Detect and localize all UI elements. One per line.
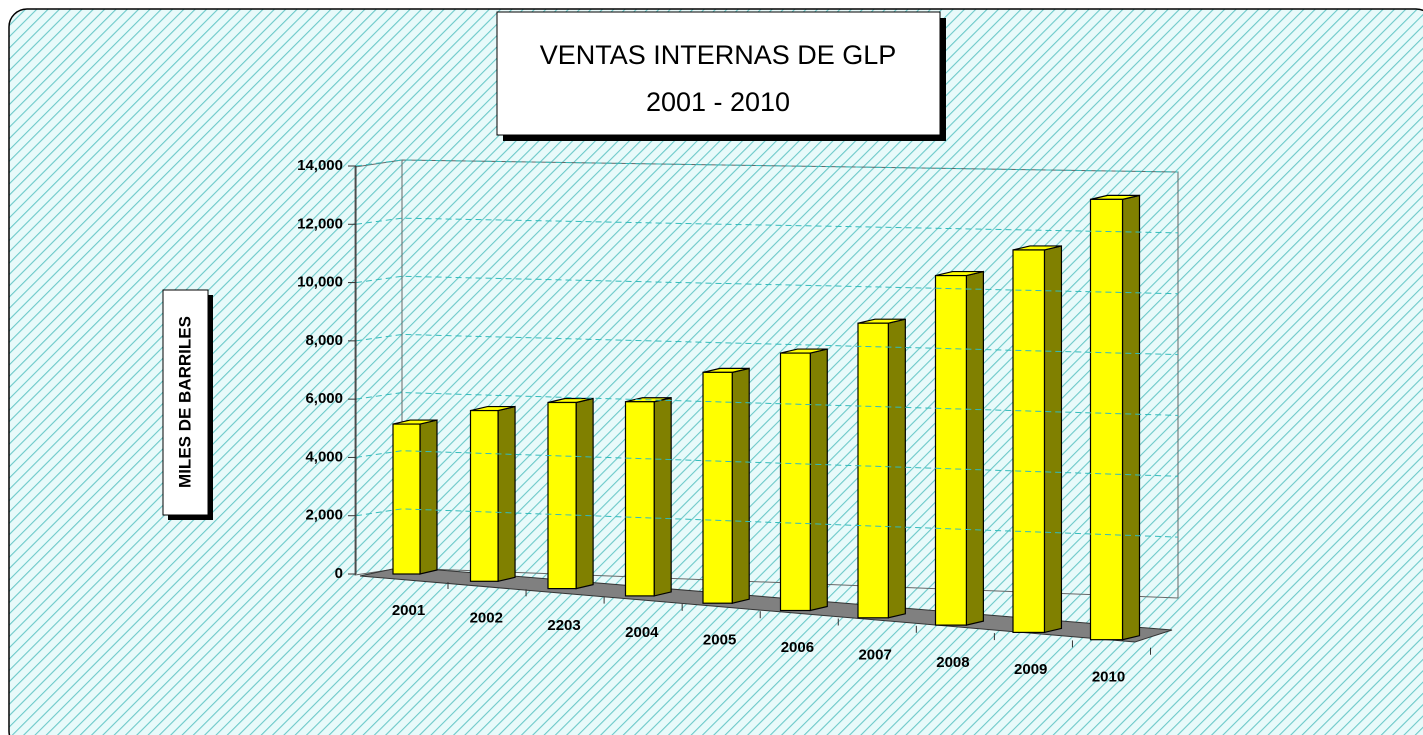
x-tick-label: 2203 (547, 617, 580, 634)
bar (702, 371, 733, 604)
y-axis-label: MILES DE BARRILES (175, 316, 194, 488)
bar (779, 352, 811, 612)
bar (1089, 198, 1124, 641)
x-tick-label: 2009 (1014, 661, 1047, 678)
grid-line (355, 333, 1179, 356)
bar-side (575, 397, 594, 590)
x-tick-label: 2001 (392, 602, 425, 619)
bar (624, 401, 655, 597)
bar-side (965, 270, 984, 626)
y-tick-label: 14,000 (297, 157, 343, 174)
y-tick-label: 12,000 (297, 215, 343, 232)
y-tick-label: 4,000 (305, 448, 343, 465)
bar (934, 274, 967, 626)
y-tick-label: 2,000 (305, 507, 343, 524)
bar (1012, 249, 1046, 634)
y-tick-label: 8,000 (305, 332, 343, 349)
x-tick-label: 2010 (1092, 669, 1125, 686)
title-box (496, 11, 941, 136)
grid-line (355, 159, 1179, 173)
bar-side (809, 348, 828, 612)
bar-side (731, 367, 750, 604)
chart-subtitle: 2001 - 2010 (646, 87, 790, 117)
x-tick-label: 2008 (936, 654, 969, 671)
grid-line (355, 508, 1179, 538)
bar-side (1121, 194, 1141, 641)
grid-line (355, 217, 1179, 234)
bar-side (419, 419, 438, 575)
chart-title: VENTAS INTERNAS DE GLP (540, 40, 897, 70)
y-tick-label: 10,000 (297, 274, 343, 291)
y-label-box (162, 289, 209, 516)
y-tick-label: 0 (335, 565, 343, 582)
x-tick-label: 2005 (703, 632, 736, 649)
bar-side (653, 396, 672, 597)
y-tick-label: 6,000 (305, 390, 343, 407)
bar-side (497, 405, 516, 583)
x-tick-label: 2004 (625, 624, 659, 641)
bar (857, 322, 889, 619)
bar-side (1043, 245, 1063, 634)
bar (469, 409, 499, 582)
grid-line (355, 392, 1179, 416)
grid-line (355, 450, 1179, 477)
bar-side (887, 318, 906, 619)
marks (392, 194, 1141, 641)
grid-line (355, 275, 1179, 295)
bar (547, 401, 577, 590)
bar (392, 423, 421, 575)
x-tick-label: 2007 (858, 646, 891, 663)
x-tick-label: 2002 (470, 609, 503, 626)
x-tick-label: 2006 (781, 639, 814, 656)
